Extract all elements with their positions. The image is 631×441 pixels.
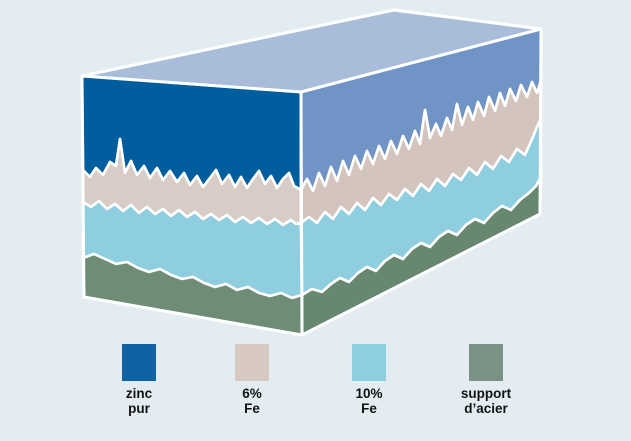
legend-swatch-fe-6 — [235, 344, 269, 381]
legend: zinc pur 6% Fe 10% Fe support d’acier — [0, 338, 631, 441]
legend-label-support-acier: support d’acier — [461, 386, 511, 416]
front-steel-layer — [81, 252, 304, 337]
block-outline — [80, 8, 543, 337]
legend-swatch-support-acier — [469, 344, 503, 381]
legend-label-line1: 6% — [242, 386, 262, 401]
legend-swatch-fe-10 — [352, 344, 386, 381]
legend-label-fe-10: 10% Fe — [355, 386, 382, 416]
block-corner-edge — [299, 90, 304, 337]
legend-label-line1: 10% — [355, 386, 383, 401]
legend-label-line2: Fe — [361, 401, 377, 416]
legend-label-line2: d’acier — [464, 401, 508, 416]
side-steel-layer — [300, 175, 543, 337]
legend-label-line2: Fe — [244, 401, 260, 416]
legend-label-fe-6: 6% Fe — [242, 386, 262, 416]
legend-label-line1: zinc — [125, 386, 153, 401]
legend-label-line1: support — [460, 386, 512, 401]
legend-label-line2: pur — [128, 401, 150, 416]
legend-swatch-zinc-pur — [122, 344, 156, 381]
legend-label-zinc-pur: zinc pur — [126, 386, 152, 416]
